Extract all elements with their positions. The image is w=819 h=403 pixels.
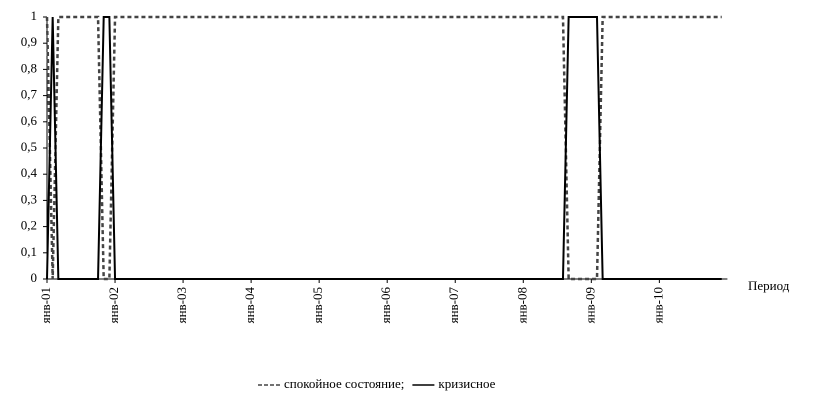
x-tick-label: янв-05 xyxy=(310,287,325,323)
legend-label: кризисное xyxy=(438,376,495,391)
x-tick-label: янв-07 xyxy=(446,287,461,324)
x-axis-label: Период xyxy=(748,278,790,293)
x-tick-label: янв-08 xyxy=(514,287,529,323)
y-tick-label: 0,5 xyxy=(21,139,37,154)
x-tick-label: янв-10 xyxy=(650,287,665,323)
y-tick-label: 0,3 xyxy=(21,191,37,206)
y-tick-label: 1 xyxy=(31,8,38,23)
y-tick-label: 0,8 xyxy=(21,60,37,75)
x-tick-label: янв-02 xyxy=(106,287,121,323)
x-tick-label: янв-09 xyxy=(582,287,597,323)
y-tick-label: 0,7 xyxy=(21,87,38,102)
x-tick-label: янв-04 xyxy=(242,287,257,324)
y-tick-label: 0,4 xyxy=(21,165,38,180)
series-line xyxy=(46,16,722,280)
y-tick-label: 0,6 xyxy=(21,113,38,128)
series-line xyxy=(45,15,722,281)
y-tick-label: 0 xyxy=(31,270,38,285)
y-tick-label: 0,9 xyxy=(21,34,37,49)
x-tick-label: янв-06 xyxy=(378,287,393,324)
y-tick-label: 0,2 xyxy=(21,218,37,233)
x-tick-label: янв-01 xyxy=(38,287,53,323)
y-tick-label: 0,1 xyxy=(21,244,37,259)
legend-label: спокойное состояние; xyxy=(284,376,404,391)
x-tick-label: янв-03 xyxy=(174,287,189,323)
